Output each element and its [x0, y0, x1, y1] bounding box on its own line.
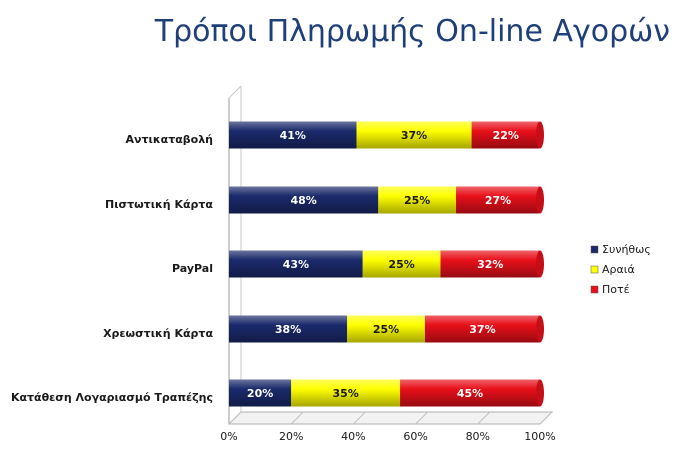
x-tick-label: 20%: [279, 430, 303, 443]
legend-swatch: [590, 285, 599, 294]
legend-label: Αραιά: [602, 263, 635, 276]
bar-end-cap: [536, 250, 544, 278]
category-label: Πιστωτική Κάρτα: [105, 198, 213, 211]
data-label: 20%: [247, 387, 273, 400]
data-label: 37%: [469, 323, 495, 336]
data-label: 41%: [280, 129, 306, 142]
floor-tick-line: [539, 411, 553, 425]
x-tick-label: 80%: [466, 430, 490, 443]
bar-end-cap: [536, 379, 544, 407]
floor-tick-line: [477, 411, 491, 425]
bar-end-cap: [536, 186, 544, 214]
floor-tick-line: [415, 411, 428, 425]
bar-segment: [291, 379, 401, 407]
legend-swatch: [590, 265, 599, 274]
bar-segment: [362, 250, 441, 278]
x-tick-labels: 0% 20% 40% 60% 80% 100%: [220, 430, 555, 443]
floor-tick-line: [290, 411, 304, 425]
data-label: 48%: [290, 194, 316, 207]
bar-segment: [356, 121, 472, 149]
bar-end-cap: [536, 121, 544, 149]
x-tick-label: 0%: [220, 430, 237, 443]
bar-end-cap: [536, 315, 544, 343]
bar-segment: [229, 121, 357, 149]
bar-segment: [400, 379, 540, 407]
chart-floor: [227, 411, 554, 425]
category-label: PayPal: [172, 262, 213, 275]
floor-tick-line: [353, 411, 366, 425]
bar-segment: [440, 250, 540, 278]
legend-swatch: [590, 245, 599, 254]
data-label: 25%: [404, 194, 430, 207]
data-label: 32%: [477, 258, 503, 271]
bar-segment: [471, 121, 540, 149]
chart-title: Τρόποι Πληρωμής On-line Αγορών: [154, 14, 670, 49]
x-tick-label: 100%: [524, 430, 555, 443]
x-tick-label: 60%: [403, 430, 427, 443]
legend-label: Ποτέ: [602, 283, 630, 296]
bar-segment: [229, 379, 292, 407]
data-label: 43%: [283, 258, 309, 271]
category-label: Κατάθεση Λογαριασμό Τραπέζης: [11, 391, 213, 404]
data-label: 22%: [493, 129, 519, 142]
data-label: 45%: [457, 387, 483, 400]
data-label: 35%: [332, 387, 358, 400]
chart-bars: 41% 37% 22% 48% 25% 27% 43% 25% 32% 38% 25% 37% 20% 3…: [229, 121, 544, 407]
category-label: Χρεωστική Κάρτα: [103, 327, 213, 340]
legend-label: Συνήθως: [602, 243, 651, 256]
bar-segment: [229, 315, 348, 343]
bar-segment: [424, 315, 540, 343]
chart-legend: Συνήθως Αραιά Ποτέ: [590, 243, 651, 296]
category-labels: Αντικαταβολή Πιστωτική Κάρτα PayPal Χρεωστι…: [11, 133, 214, 404]
bar-segment: [229, 250, 363, 278]
bar-segment: [347, 315, 425, 343]
data-label: 27%: [485, 194, 511, 207]
data-label: 38%: [275, 323, 301, 336]
x-tick-label: 40%: [341, 430, 365, 443]
wall-top-edge: [228, 85, 242, 99]
data-label: 37%: [401, 129, 427, 142]
data-label: 25%: [388, 258, 414, 271]
bar-segment: [456, 186, 540, 214]
floor-tick-line: [228, 411, 242, 425]
category-label: Αντικαταβολή: [126, 133, 213, 146]
data-label: 25%: [373, 323, 399, 336]
bar-segment: [229, 186, 379, 214]
bar-segment: [378, 186, 457, 214]
